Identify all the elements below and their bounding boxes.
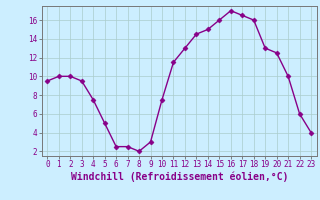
X-axis label: Windchill (Refroidissement éolien,°C): Windchill (Refroidissement éolien,°C) xyxy=(70,172,288,182)
